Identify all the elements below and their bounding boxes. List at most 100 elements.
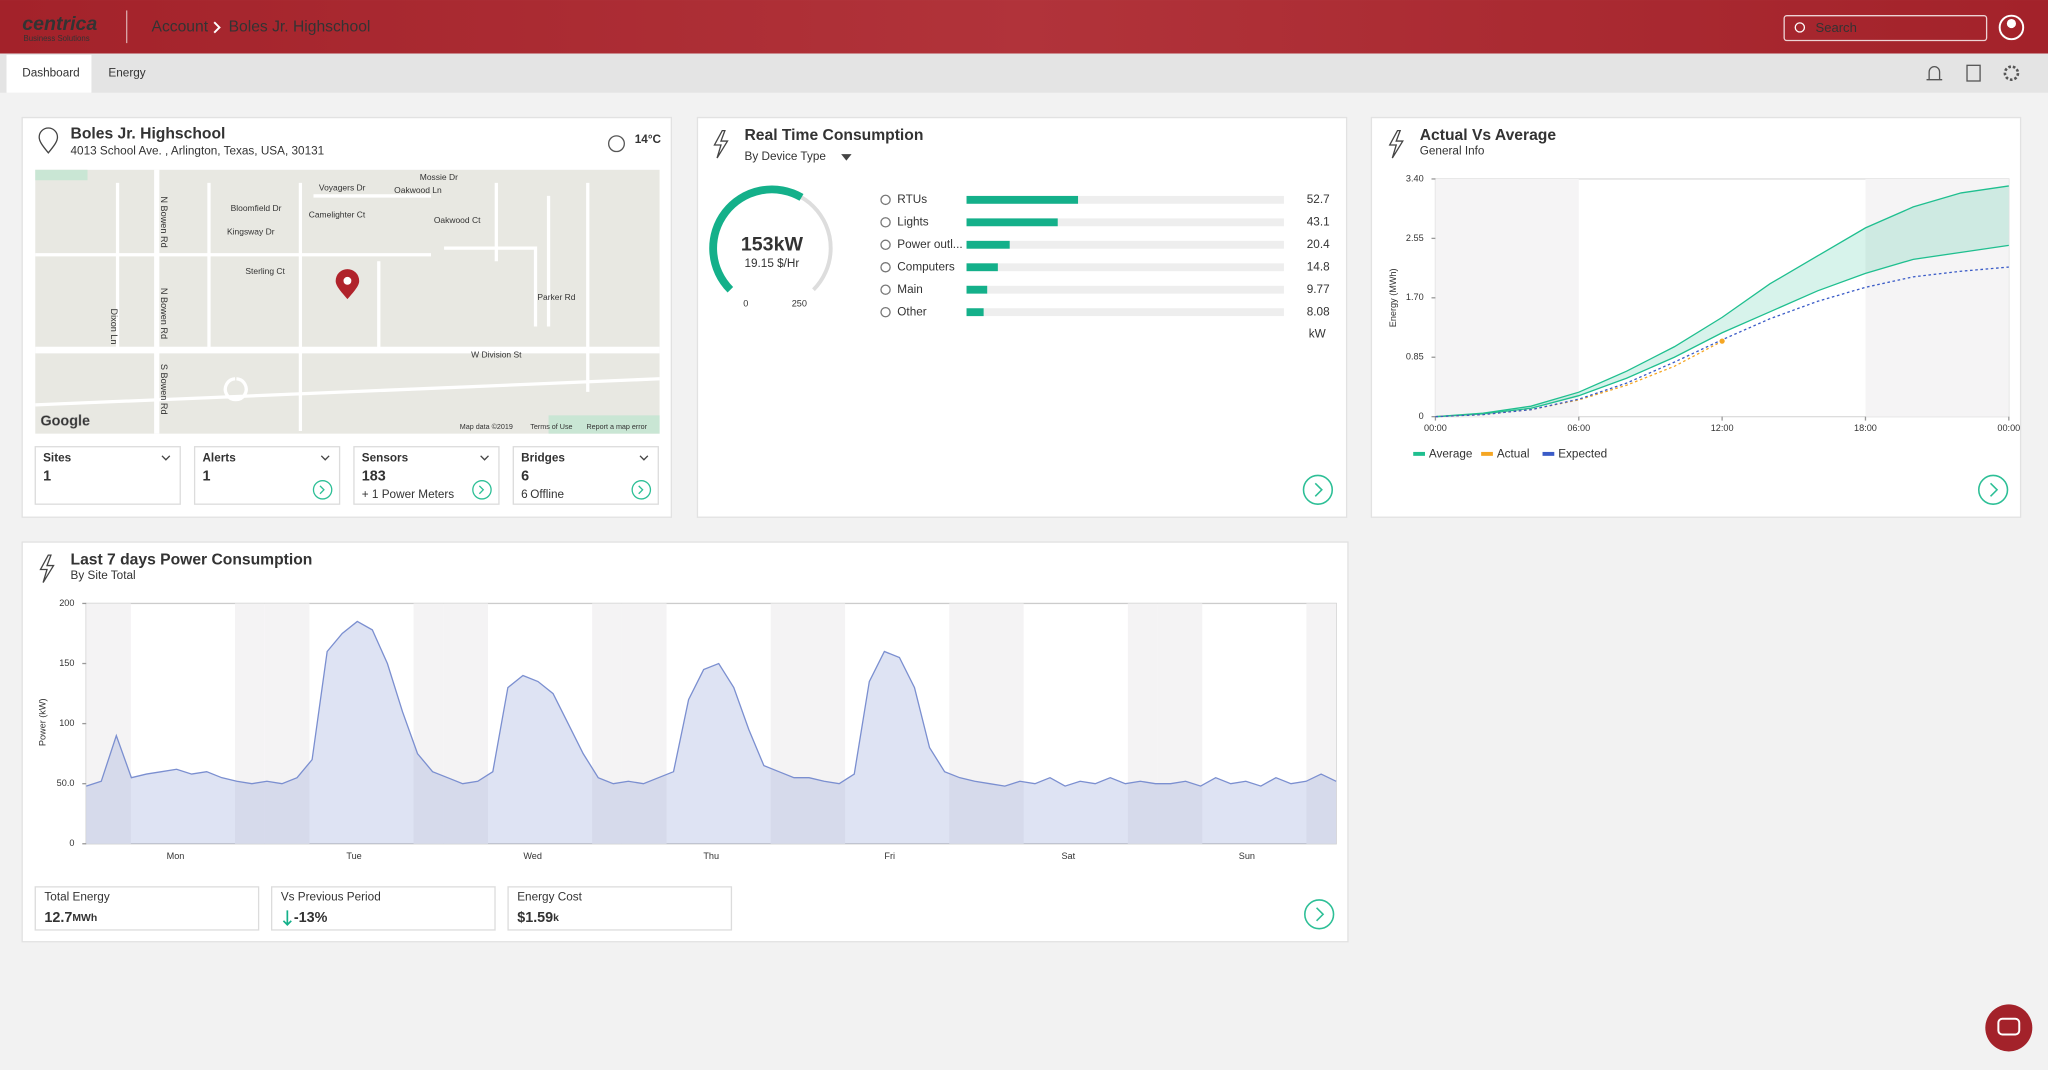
area-line bbox=[86, 620, 1337, 787]
x-tick-label: 00:00 bbox=[1997, 423, 2020, 433]
stat-button[interactable] bbox=[472, 480, 492, 500]
stat-value: 1 bbox=[43, 469, 51, 485]
legend-swatch bbox=[1542, 451, 1555, 456]
device-icon bbox=[880, 262, 891, 273]
bar bbox=[966, 263, 998, 272]
map-roads bbox=[35, 169, 660, 434]
gauge-min: 0 bbox=[743, 299, 748, 309]
y-axis-label: Energy (MWh) bbox=[1388, 268, 1398, 327]
street-label: Bloomfield Dr bbox=[231, 203, 282, 213]
stat-note: + 1 Power Meters bbox=[362, 488, 455, 501]
breadcrumb: Boles Jr. Highschool bbox=[229, 19, 371, 36]
legend-swatch bbox=[1413, 451, 1425, 456]
summary-unit: MWh bbox=[72, 913, 97, 924]
night-shade bbox=[621, 603, 667, 844]
location-icon bbox=[38, 127, 59, 154]
stat-chevron bbox=[319, 485, 325, 495]
legend-label: Actual bbox=[1497, 448, 1530, 461]
summary-value: $1.59k bbox=[517, 910, 559, 926]
bar-label: Computers bbox=[897, 260, 955, 273]
bar-label: Lights bbox=[897, 215, 928, 228]
bar-value: 9.77 bbox=[1307, 283, 1330, 296]
map-pin-dot bbox=[343, 276, 352, 285]
card-subtitle[interactable]: By Device Type bbox=[744, 150, 826, 163]
map-footer: Report a map error bbox=[586, 423, 647, 431]
tab[interactable]: Energy bbox=[108, 66, 145, 79]
brand-sub: Business Solutions bbox=[24, 34, 90, 43]
summary-value: 12.7MWh bbox=[44, 910, 97, 926]
x-tick-label: Wed bbox=[523, 851, 542, 861]
night-shade bbox=[443, 603, 488, 844]
y-tick-label: 0 bbox=[69, 838, 74, 848]
bar bbox=[966, 308, 984, 317]
clipboard-icon[interactable] bbox=[1966, 64, 1981, 82]
night-shade bbox=[1157, 603, 1203, 844]
summary-label: Vs Previous Period bbox=[281, 890, 381, 903]
card-title: Real Time Consumption bbox=[744, 127, 923, 144]
bar bbox=[966, 285, 988, 294]
gauge-number: 153 bbox=[741, 234, 774, 256]
street-label: Mossie Dr bbox=[420, 172, 458, 182]
summary-label: Energy Cost bbox=[517, 890, 582, 903]
card-subtitle: General Info bbox=[1420, 145, 1485, 158]
stat-label: Bridges bbox=[521, 452, 565, 465]
chat-button[interactable] bbox=[1985, 1004, 2033, 1052]
area-fill bbox=[86, 621, 1337, 844]
y-tick-label: 1.70 bbox=[1406, 292, 1424, 302]
bar bbox=[966, 195, 1079, 204]
stat-button[interactable] bbox=[631, 480, 652, 500]
tab[interactable]: Dashboard bbox=[22, 66, 79, 79]
y-tick-label: 2.55 bbox=[1406, 233, 1424, 243]
map bbox=[35, 169, 660, 434]
stat-box[interactable] bbox=[34, 446, 181, 505]
active-tab[interactable] bbox=[6, 54, 92, 93]
band-upper bbox=[1435, 185, 2009, 418]
summary-box bbox=[271, 886, 496, 931]
stat-caret bbox=[320, 455, 330, 461]
stat-caret bbox=[161, 455, 171, 461]
night-shade bbox=[1435, 178, 1579, 417]
gauge-value bbox=[709, 185, 804, 293]
street-label: Camelighter Ct bbox=[309, 210, 366, 220]
street-label: Oakwood Ct bbox=[434, 215, 481, 225]
summary-unit: k bbox=[553, 913, 559, 924]
x-tick-label: 06:00 bbox=[1567, 423, 1590, 433]
card-subtitle: By Site Total bbox=[71, 569, 136, 582]
legend-label: Average bbox=[1429, 448, 1473, 461]
bar-track bbox=[966, 218, 1284, 227]
avatar[interactable] bbox=[1998, 14, 2025, 41]
header-bar bbox=[0, 0, 2048, 54]
street-label: Kingsway Dr bbox=[227, 227, 275, 237]
bolt-icon bbox=[39, 554, 55, 583]
bar-label: Power outl... bbox=[897, 238, 962, 251]
card-title: Actual Vs Average bbox=[1420, 127, 1557, 144]
summary-box bbox=[34, 886, 260, 931]
legend-swatch bbox=[1481, 451, 1493, 456]
stat-caret bbox=[480, 455, 489, 461]
realtime-card bbox=[696, 116, 1348, 518]
bar-track bbox=[966, 263, 1284, 272]
tab-bar bbox=[0, 53, 2048, 93]
device-icon bbox=[880, 217, 891, 228]
gauge-rate: 19.15 $/Hr bbox=[744, 257, 799, 270]
bar-track bbox=[966, 308, 1284, 317]
dropdown-caret[interactable] bbox=[841, 154, 852, 161]
search-box[interactable] bbox=[1783, 15, 1988, 42]
bolt-icon bbox=[713, 129, 729, 159]
bell-icon[interactable] bbox=[1926, 66, 1943, 81]
bar-label: RTUs bbox=[897, 193, 927, 206]
gauge-unit: kW bbox=[774, 234, 804, 256]
street-label: W Division St bbox=[471, 350, 522, 360]
stat-button[interactable] bbox=[312, 480, 333, 500]
bar-unit: kW bbox=[1309, 327, 1327, 340]
chat-icon bbox=[1997, 1017, 2021, 1036]
street-label: Dixon Ln bbox=[109, 309, 119, 345]
search-icon bbox=[1794, 22, 1806, 33]
night-shade bbox=[235, 603, 265, 844]
breadcrumb[interactable]: Account bbox=[152, 19, 209, 36]
street-label: Sterling Ct bbox=[245, 266, 285, 276]
nav-buttons[interactable] bbox=[1302, 474, 2009, 930]
stat-label: Sensors bbox=[362, 452, 409, 465]
night-shade bbox=[1127, 603, 1158, 844]
weather-icon bbox=[608, 135, 625, 153]
